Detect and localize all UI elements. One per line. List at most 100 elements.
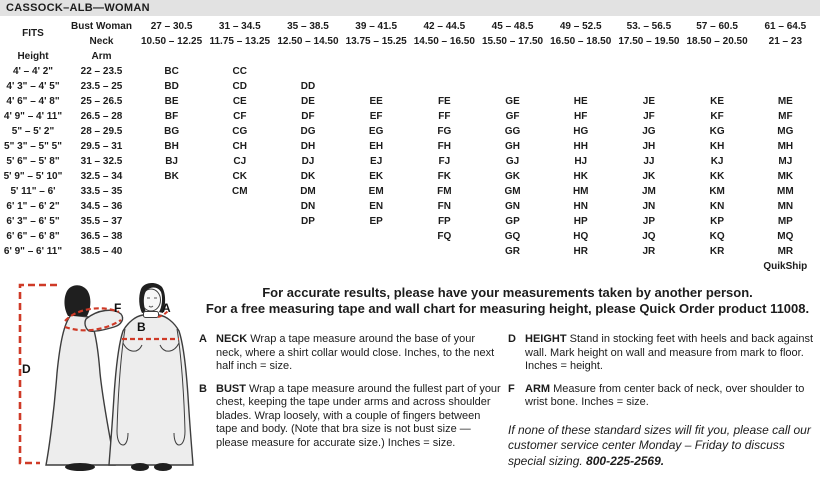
table-row: 5" – 5' 2" 28 – 29.5 BG CG DG EG FG GG HG JG KG MG <box>0 123 820 139</box>
unavailable-cell <box>614 63 684 79</box>
unavailable-cell <box>273 228 343 244</box>
instruction-text: NECK Wrap a tape measure around the base… <box>216 333 495 372</box>
size-code-cell: JG <box>614 123 684 139</box>
size-code-cell: ME <box>750 93 820 109</box>
size-code-cell: GG <box>477 123 548 139</box>
size-code-cell: DM <box>273 183 343 199</box>
arm-cell: 25 – 26.5 <box>65 93 138 109</box>
size-code-cell: EJ <box>341 153 411 169</box>
size-code-cell: KP <box>682 213 752 229</box>
bust-row-label: Bust Woman <box>65 18 138 34</box>
height-cell: 4' 9" – 4' 11" <box>0 108 66 124</box>
size-code-cell: KJ <box>682 153 752 169</box>
size-code-cell: JH <box>614 138 684 154</box>
bust-range-cell: 27 – 30.5 <box>136 18 207 34</box>
size-code-cell: MJ <box>750 153 820 169</box>
collar <box>143 311 159 318</box>
unavailable-cell <box>682 63 752 79</box>
table-row: 6' 3" – 6' 5" 35.5 – 37 DP EP FP GP HP JP KP MP <box>0 213 820 229</box>
unavailable-cell <box>614 78 684 94</box>
customer-service-phone: 800-225-2569. <box>586 453 665 468</box>
size-code-cell: FH <box>409 138 479 154</box>
measurement-illustration: D F A B <box>18 283 194 471</box>
table-row: 6' 6" – 6' 8" 36.5 – 38 FQ GQ HQ JQ KQ MQ <box>0 228 820 244</box>
size-code-cell: MK <box>750 168 820 184</box>
front-figure-foot-right <box>154 463 172 471</box>
front-figure-hair <box>139 283 166 313</box>
instruction-key: B <box>199 382 207 395</box>
size-code-cell: HR <box>546 243 616 259</box>
unavailable-cell <box>273 63 343 79</box>
arm-cell: 34.5 – 36 <box>65 198 138 214</box>
arm-cell: 36.5 – 38 <box>65 228 138 244</box>
size-code-cell: JJ <box>614 153 684 169</box>
size-code-cell: GH <box>477 138 548 154</box>
unavailable-cell <box>136 198 207 214</box>
unavailable-cell <box>136 243 207 259</box>
intro-line-2: For a free measuring tape and wall chart… <box>205 301 810 316</box>
unavailable-cell <box>205 228 275 244</box>
neck-range-cell: 15.50 – 17.50 <box>477 33 548 49</box>
table-row: Neck 10.50 – 12.25 11.75 – 13.25 12.50 – 14… <box>1 33 820 49</box>
size-code-cell: BF <box>136 108 207 124</box>
size-code-cell: HG <box>546 123 616 139</box>
arm-cell: 28 – 29.5 <box>65 123 138 139</box>
unavailable-cell <box>477 63 548 79</box>
size-code-cell: GK <box>477 168 548 184</box>
neck-range-cell: 21 – 23 <box>750 33 820 49</box>
arm-cell: 31 – 32.5 <box>65 153 138 169</box>
neck-range-cell: 10.50 – 12.25 <box>136 33 207 49</box>
spacer-cell <box>341 48 411 64</box>
size-code-cell: KF <box>682 108 752 124</box>
unavailable-cell <box>205 198 275 214</box>
size-code-cell: HF <box>546 108 616 124</box>
spacer-cell <box>682 48 752 64</box>
size-code-cell: KR <box>682 243 752 259</box>
size-code-cell: KQ <box>682 228 752 244</box>
unavailable-cell <box>341 228 411 244</box>
size-code-cell: HP <box>546 213 616 229</box>
size-code-cell: CJ <box>205 153 275 169</box>
size-code-cell: BJ <box>136 153 207 169</box>
table-row: 5' 6" – 5' 8" 31 – 32.5 BJ CJ DJ EJ FJ GJ HJ JJ KJ… <box>0 153 820 169</box>
unavailable-cell <box>341 78 411 94</box>
size-code-cell: HQ <box>546 228 616 244</box>
table-row: 4' 6" – 4' 8" 25 – 26.5 BE CE DE EE FE GE HE JE KE… <box>0 93 820 109</box>
height-measure-line <box>18 283 57 465</box>
size-code-cell: EH <box>341 138 411 154</box>
arm-cell: 23.5 – 25 <box>65 78 138 94</box>
size-code-cell: FM <box>409 183 479 199</box>
neck-range-cell: 14.50 – 16.50 <box>409 33 479 49</box>
size-code-cell: GQ <box>477 228 548 244</box>
size-code-cell: EK <box>341 168 411 184</box>
intro-line-1: For accurate results, please have your m… <box>262 285 753 300</box>
measurement-instruction: D HEIGHT Stand in stocking feet with heel… <box>508 333 814 374</box>
unavailable-cell <box>546 63 616 79</box>
size-code-cell: CD <box>205 78 275 94</box>
size-code-cell: MR <box>750 243 820 259</box>
figure-label-neck: A <box>162 301 171 315</box>
special-sizing-text: If none of these standard sizes will fit… <box>508 422 811 468</box>
size-code-cell: MM <box>750 183 820 199</box>
spacer-cell <box>477 48 548 64</box>
size-code-cell: GP <box>477 213 548 229</box>
size-code-cell: FP <box>409 213 479 229</box>
quikship-legend-cell: QuikShip <box>750 258 820 274</box>
measurement-instruction: B BUST Wrap a tape measure around the ful… <box>199 383 501 451</box>
height-cell: 5" 3" – 5" 5" <box>0 138 66 154</box>
back-robe <box>45 314 116 466</box>
instruction-text: HEIGHT Stand in stocking feet with heels… <box>525 333 813 372</box>
bust-range-cell: 53. – 56.5 <box>614 18 684 34</box>
size-code-cell: MQ <box>750 228 820 244</box>
neck-row-label: Neck <box>65 33 138 49</box>
size-code-cell: JR <box>614 243 684 259</box>
front-figure-foot-left <box>131 463 149 471</box>
size-code-cell: DG <box>273 123 343 139</box>
unavailable-cell <box>409 78 479 94</box>
table-row: 5" 3" – 5" 5" 29.5 – 31 BH CH DH EH FH GH HH JH KH… <box>0 138 820 154</box>
arm-cell: 29.5 – 31 <box>65 138 138 154</box>
size-code-cell: CK <box>205 168 275 184</box>
bust-range-cell: 35 – 38.5 <box>273 18 343 34</box>
size-code-cell: DD <box>273 78 343 94</box>
size-code-cell: EG <box>341 123 411 139</box>
